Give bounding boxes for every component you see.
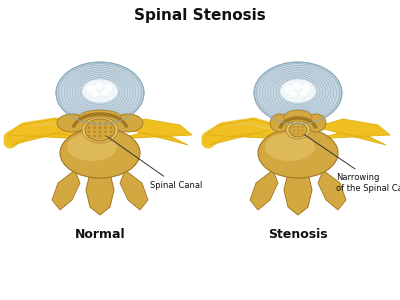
Circle shape xyxy=(297,126,299,128)
Ellipse shape xyxy=(81,78,119,108)
Ellipse shape xyxy=(306,114,326,132)
Ellipse shape xyxy=(276,76,320,110)
Circle shape xyxy=(93,122,96,125)
Ellipse shape xyxy=(60,128,140,178)
Polygon shape xyxy=(86,173,114,215)
Ellipse shape xyxy=(280,79,316,103)
Ellipse shape xyxy=(59,64,141,122)
Circle shape xyxy=(297,133,299,135)
Ellipse shape xyxy=(279,78,317,108)
Text: Spinal Canal: Spinal Canal xyxy=(107,136,202,190)
Polygon shape xyxy=(116,119,192,145)
Ellipse shape xyxy=(85,119,115,141)
Circle shape xyxy=(302,133,303,135)
Circle shape xyxy=(104,122,107,125)
Ellipse shape xyxy=(265,69,331,117)
Ellipse shape xyxy=(72,73,128,113)
Ellipse shape xyxy=(299,89,307,97)
Ellipse shape xyxy=(84,80,116,106)
Ellipse shape xyxy=(113,114,143,132)
Ellipse shape xyxy=(82,117,118,143)
Ellipse shape xyxy=(270,73,326,113)
Polygon shape xyxy=(8,119,84,145)
Ellipse shape xyxy=(292,82,302,90)
Ellipse shape xyxy=(86,85,96,94)
Circle shape xyxy=(293,130,294,131)
Ellipse shape xyxy=(262,67,334,119)
Circle shape xyxy=(88,130,90,133)
Polygon shape xyxy=(220,122,278,132)
Circle shape xyxy=(293,133,294,135)
Ellipse shape xyxy=(289,123,307,137)
Polygon shape xyxy=(120,170,148,210)
Ellipse shape xyxy=(56,62,144,124)
Ellipse shape xyxy=(104,83,112,92)
Ellipse shape xyxy=(89,83,111,103)
Ellipse shape xyxy=(64,67,136,119)
Ellipse shape xyxy=(284,81,312,105)
Circle shape xyxy=(302,126,303,128)
Ellipse shape xyxy=(284,110,312,124)
Circle shape xyxy=(88,126,90,129)
Circle shape xyxy=(104,126,107,129)
Ellipse shape xyxy=(265,133,315,161)
Ellipse shape xyxy=(70,71,130,115)
Ellipse shape xyxy=(284,85,294,94)
Circle shape xyxy=(293,126,294,128)
Circle shape xyxy=(110,122,112,125)
Ellipse shape xyxy=(254,62,342,124)
Ellipse shape xyxy=(78,76,122,110)
Circle shape xyxy=(104,135,107,137)
Ellipse shape xyxy=(67,133,117,161)
Ellipse shape xyxy=(287,83,309,103)
Text: Normal: Normal xyxy=(75,229,125,242)
Circle shape xyxy=(302,130,303,131)
Circle shape xyxy=(88,122,90,125)
Circle shape xyxy=(110,135,112,137)
Ellipse shape xyxy=(268,71,328,115)
Ellipse shape xyxy=(288,91,298,98)
Ellipse shape xyxy=(82,79,118,103)
Ellipse shape xyxy=(86,81,114,105)
Ellipse shape xyxy=(282,80,314,106)
Ellipse shape xyxy=(258,128,338,178)
Polygon shape xyxy=(206,119,282,145)
Circle shape xyxy=(99,130,101,133)
Ellipse shape xyxy=(273,74,323,112)
Polygon shape xyxy=(52,170,80,210)
Ellipse shape xyxy=(302,83,310,92)
Ellipse shape xyxy=(90,91,100,98)
Circle shape xyxy=(99,122,101,125)
Polygon shape xyxy=(250,170,278,210)
Ellipse shape xyxy=(94,82,104,90)
Circle shape xyxy=(104,130,107,133)
Circle shape xyxy=(93,130,96,133)
Ellipse shape xyxy=(75,74,125,112)
Ellipse shape xyxy=(286,121,310,139)
Ellipse shape xyxy=(67,69,133,117)
Circle shape xyxy=(99,135,101,137)
Ellipse shape xyxy=(257,64,339,122)
Ellipse shape xyxy=(260,65,336,121)
Polygon shape xyxy=(22,122,80,132)
Text: Spinal Stenosis: Spinal Stenosis xyxy=(134,8,266,23)
Polygon shape xyxy=(284,173,312,215)
Circle shape xyxy=(110,126,112,129)
Ellipse shape xyxy=(101,89,109,97)
Polygon shape xyxy=(314,119,390,145)
Circle shape xyxy=(93,126,96,129)
Ellipse shape xyxy=(62,65,138,121)
Ellipse shape xyxy=(79,110,121,124)
Circle shape xyxy=(99,126,101,129)
Ellipse shape xyxy=(270,114,290,132)
Polygon shape xyxy=(318,170,346,210)
Circle shape xyxy=(110,130,112,133)
Text: Stenosis: Stenosis xyxy=(268,229,328,242)
Circle shape xyxy=(297,130,299,131)
Circle shape xyxy=(93,135,96,137)
Circle shape xyxy=(88,135,90,137)
Ellipse shape xyxy=(57,114,87,132)
Text: Narrowing
of the Spinal Canal: Narrowing of the Spinal Canal xyxy=(304,135,400,193)
